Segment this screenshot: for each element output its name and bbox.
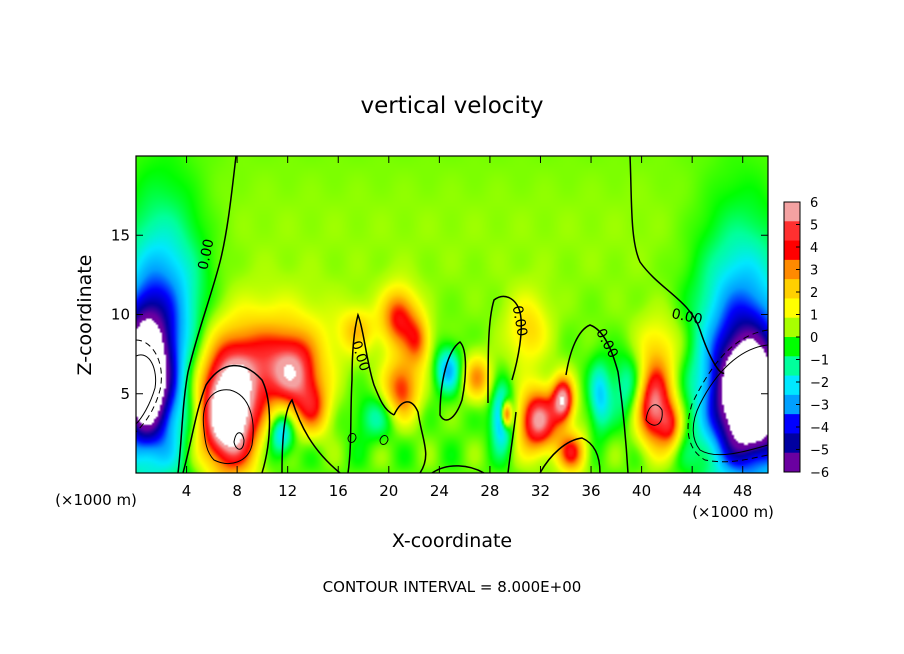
y-tick-label: 5 xyxy=(120,385,130,403)
contour-line xyxy=(281,398,341,473)
contour-line xyxy=(687,329,768,463)
contour-label: 0.00 xyxy=(670,306,704,328)
x-unit-right: (×1000 m) xyxy=(692,503,774,521)
x-tick-label: 44 xyxy=(683,482,702,500)
contour-line xyxy=(136,354,157,425)
y-axis-ticks: 5 10 15 xyxy=(111,226,768,403)
x-tick-label: 48 xyxy=(733,482,752,500)
x-tick-label: 36 xyxy=(581,482,600,500)
contour-line xyxy=(202,389,254,464)
contour-interval-note: CONTOUR INTERVAL = 8.000E+00 xyxy=(323,578,582,596)
contour-line xyxy=(393,401,427,473)
colorbar-swatch xyxy=(784,202,800,222)
colorbar-swatch xyxy=(784,414,800,434)
y-tick-label: 15 xyxy=(111,226,130,244)
x-tick-label: 24 xyxy=(430,482,449,500)
x-axis-ticks: 4 8 12 16 20 24 28 32 36 40 44 48 xyxy=(182,156,752,500)
colorbar-swatch xyxy=(784,356,800,377)
colorbar-swatches xyxy=(784,202,800,473)
colorbar-swatch xyxy=(784,317,800,338)
colorbar: 6 5 4 3 2 1 0 −1 −2 −3 −4 −5 −6 xyxy=(783,196,829,481)
contour-line xyxy=(431,465,485,473)
x-axis-label: X-coordinate xyxy=(392,530,512,552)
contour-label-text: 0.00 xyxy=(509,304,530,337)
x-tick-label: 20 xyxy=(379,482,398,500)
colorbar-swatch xyxy=(784,433,800,454)
colorbar-label: 1 xyxy=(810,309,818,324)
colorbar-swatch xyxy=(784,337,800,357)
y-tick-label: 10 xyxy=(111,306,130,324)
contour-line xyxy=(439,341,467,421)
colorbar-label: 2 xyxy=(810,286,818,301)
contour-label: 0.00 xyxy=(509,304,530,337)
contour-line xyxy=(645,404,663,426)
colorbar-label: 3 xyxy=(810,264,818,279)
contour-line xyxy=(136,339,162,433)
contour-line xyxy=(177,156,237,473)
x-tick-label: 32 xyxy=(531,482,550,500)
colorbar-label: −4 xyxy=(810,421,829,436)
y-axis-label: Z-coordinate xyxy=(74,255,96,376)
contour-line xyxy=(347,312,395,473)
x-tick-label: 4 xyxy=(182,482,192,500)
colorbar-label: −3 xyxy=(810,399,829,414)
heatmap-field xyxy=(136,156,768,473)
contour-label-text: 0.00 xyxy=(195,238,217,272)
colorbar-label: −6 xyxy=(810,466,829,481)
contour-line xyxy=(565,324,629,473)
colorbar-label: 0 xyxy=(810,331,818,346)
contour-line xyxy=(487,295,523,404)
colorbar-swatch xyxy=(784,240,800,261)
colorbar-swatch xyxy=(784,298,800,319)
colorbar-label: 5 xyxy=(810,219,818,234)
colorbar-swatch xyxy=(784,375,800,396)
chart-title: vertical velocity xyxy=(361,93,544,119)
colorbar-label: −5 xyxy=(810,444,829,459)
contour-line xyxy=(507,411,517,473)
colorbar-swatch xyxy=(784,259,800,280)
colorbar-label: 6 xyxy=(810,196,818,211)
zero-contours xyxy=(136,156,768,473)
contour-label: 0.00 xyxy=(195,238,217,272)
contour-label-text: 0.00 xyxy=(670,306,704,328)
x-tick-label: 8 xyxy=(232,482,242,500)
contour-line xyxy=(629,156,725,374)
contour-line xyxy=(182,364,271,473)
colorbar-labels: 6 5 4 3 2 1 0 −1 −2 −3 −4 −5 −6 xyxy=(796,196,829,481)
colorbar-label: 4 xyxy=(810,241,818,256)
colorbar-label: −1 xyxy=(810,354,829,369)
x-tick-label: 28 xyxy=(480,482,499,500)
colorbar-swatch xyxy=(784,394,800,415)
contour-line xyxy=(347,433,357,443)
colorbar-label: −2 xyxy=(810,376,829,391)
plot-area: 0.000.000.000.000.00 4 8 12 16 20 24 28 32 36 40 4… xyxy=(111,155,769,500)
colorbar-swatch xyxy=(784,221,800,242)
x-tick-label: 40 xyxy=(632,482,651,500)
x-tick-label: 12 xyxy=(278,482,297,500)
contour-line xyxy=(692,344,768,456)
contour-line xyxy=(539,437,601,473)
x-unit-left: (×1000 m) xyxy=(55,491,137,509)
colorbar-swatch xyxy=(784,279,800,299)
x-tick-label: 16 xyxy=(329,482,348,500)
colorbar-swatch xyxy=(784,452,800,473)
contour-line xyxy=(379,435,389,445)
contour-line xyxy=(233,432,245,450)
